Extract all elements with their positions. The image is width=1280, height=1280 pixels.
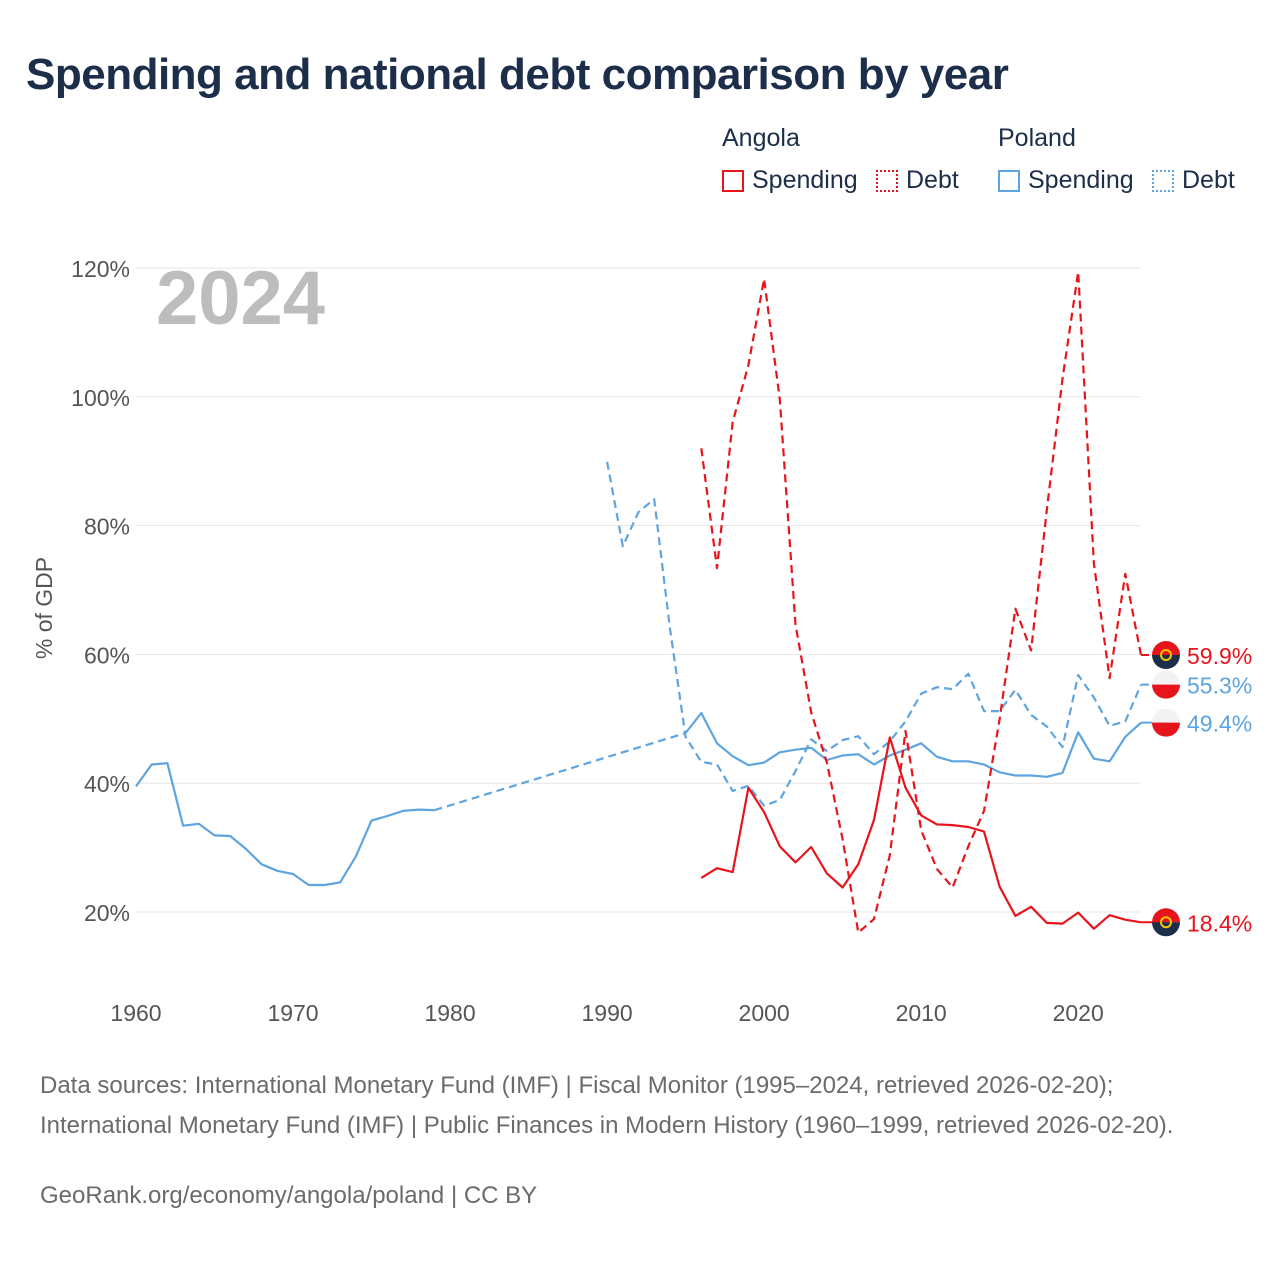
series-line <box>135 762 435 887</box>
grid <box>136 267 1141 913</box>
y-tick-label: 20% <box>84 900 130 926</box>
line-chart: 20% 40% 60% 80% 100% 120% 1960 1970 1980 1990 2000… <box>31 256 1252 1026</box>
series-line <box>700 270 1143 934</box>
end-labels: 49.4% 55.3% 18.4% 59.9% <box>1152 641 1252 937</box>
flag-bottom-half <box>1152 922 1181 937</box>
legend-item-poland-spending[interactable]: Spending <box>998 166 1134 195</box>
series-lines <box>135 270 1166 934</box>
flag-top-half <box>1152 908 1181 923</box>
flag-emblem-icon <box>1160 649 1172 662</box>
flag-bottom-half <box>1152 684 1181 699</box>
year-watermark: 2024 <box>156 256 325 341</box>
end-marker-angola-spending: 18.4% <box>1152 908 1252 937</box>
end-marker-poland-debt: 55.3% <box>1152 670 1252 699</box>
page-title: Spending and national debt comparison by… <box>26 50 1009 99</box>
flag-emblem-icon <box>1160 916 1172 929</box>
swatch-angola-spending <box>722 169 744 192</box>
x-tick-label: 1990 <box>582 1000 633 1026</box>
legend-title-poland: Poland <box>998 124 1076 152</box>
legend-title-angola: Angola <box>722 124 800 152</box>
y-tick-label: 100% <box>71 385 130 411</box>
y-axis-label: % of GDP <box>31 557 57 659</box>
series-poland-spending <box>135 711 1166 887</box>
end-value-label: 49.4% <box>1187 711 1252 737</box>
legend-label: Spending <box>1028 166 1134 194</box>
x-tick-label: 2000 <box>739 1000 790 1026</box>
series-line <box>700 736 1142 930</box>
credit-link[interactable]: GeoRank.org/economy/angola/poland | CC B… <box>40 1182 538 1209</box>
flag-bottom-half <box>1152 655 1181 670</box>
swatch-poland-spending <box>998 169 1020 192</box>
data-sources: Data sources: International Monetary Fun… <box>40 1072 1174 1139</box>
legend-item-angola-spending[interactable]: Spending <box>722 166 858 195</box>
legend-item-poland-debt[interactable]: Debt <box>1152 166 1235 195</box>
flag-top-half <box>1152 708 1181 723</box>
x-tick-label: 1980 <box>424 1000 475 1026</box>
legend-label: Spending <box>752 166 858 194</box>
end-value-label: 55.3% <box>1187 673 1252 699</box>
end-value-label: 59.9% <box>1187 643 1252 669</box>
x-tick-label: 2020 <box>1053 1000 1104 1026</box>
y-tick-label: 60% <box>84 642 130 668</box>
axes: 20% 40% 60% 80% 100% 120% 1960 1970 1980 1990 2000… <box>31 256 1104 1026</box>
legend-label: Debt <box>906 166 959 194</box>
y-tick-label: 40% <box>84 771 130 797</box>
flag-bottom-half <box>1152 722 1181 737</box>
swatch-angola-debt <box>876 169 898 192</box>
series-angola-spending <box>700 736 1166 930</box>
series-line-gap-bridge <box>434 731 686 812</box>
x-tick-label: 1960 <box>110 1000 161 1026</box>
series-line <box>606 461 1143 807</box>
legend-item-angola-debt[interactable]: Debt <box>876 166 959 195</box>
flag-top-half <box>1152 641 1181 656</box>
y-tick-label: 120% <box>71 256 130 282</box>
series-line <box>684 711 1142 778</box>
y-tick-label: 80% <box>84 514 130 540</box>
x-tick-label: 1970 <box>267 1000 318 1026</box>
series-angola-debt <box>700 270 1166 934</box>
x-tick-label: 2010 <box>896 1000 947 1026</box>
end-marker-angola-debt: 59.9% <box>1152 641 1252 670</box>
end-marker-poland-spending: 49.4% <box>1152 708 1252 737</box>
swatch-poland-debt <box>1152 169 1174 192</box>
legend-label: Debt <box>1182 166 1235 194</box>
flag-top-half <box>1152 670 1181 685</box>
end-value-label: 18.4% <box>1187 910 1252 936</box>
